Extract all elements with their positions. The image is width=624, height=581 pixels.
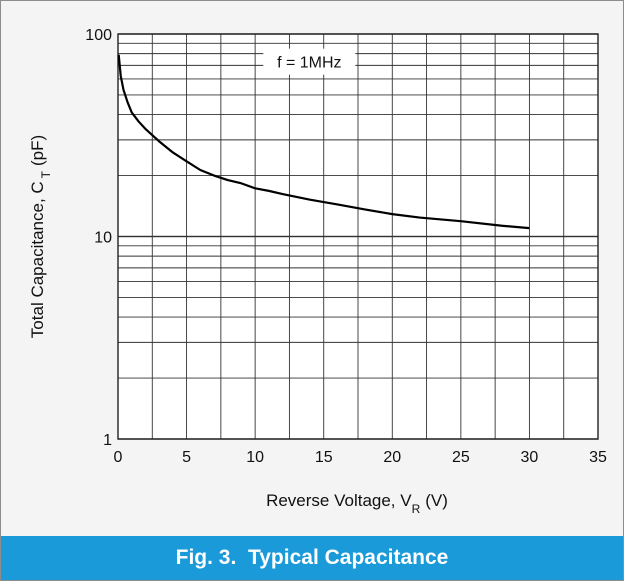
capacitance-curve (117, 54, 530, 230)
y-tick-label: 100 (85, 27, 112, 44)
y-tick-label: 10 (94, 230, 112, 247)
x-tick-label: 25 (452, 449, 470, 466)
x-tick-label: 35 (589, 449, 607, 466)
x-tick-label: 20 (383, 449, 401, 466)
plot-border (117, 33, 599, 440)
y-tick-label: 1 (103, 432, 112, 449)
x-tick-label: 30 (521, 449, 539, 466)
x-tick-label: 0 (114, 449, 123, 466)
capacitance-chart: f = 1MHz 0 5 10 15 20 25 30 35 1 10 100 Reverse Volt… (28, 27, 607, 516)
x-axis-label: Reverse Voltage, VR (V) (266, 491, 448, 516)
frequency-annotation: f = 1MHz (277, 55, 341, 72)
annotation-bg (263, 48, 356, 75)
x-tick-label: 10 (246, 449, 264, 466)
figure-caption: Fig. 3. Typical Capacitance (1, 536, 623, 580)
x-tick-label: 15 (315, 449, 333, 466)
x-tick-label: 5 (182, 449, 191, 466)
y-axis-label: Total Capacitance, CT(pF) (28, 135, 53, 338)
